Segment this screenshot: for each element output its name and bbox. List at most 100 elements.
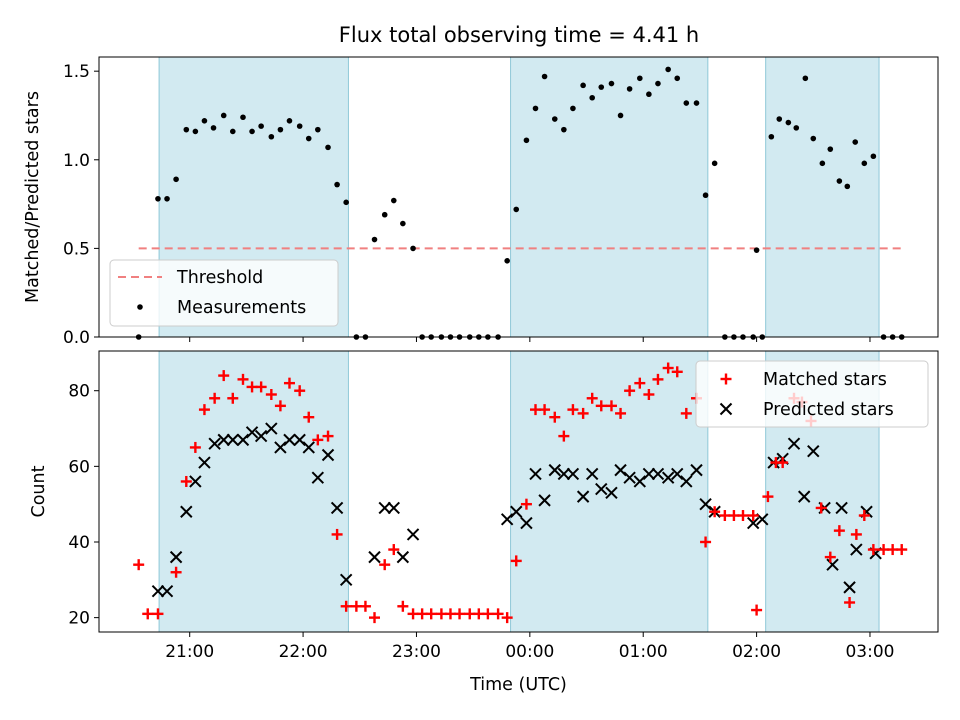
measurement-point <box>277 126 284 133</box>
x-tick-label: 03:00 <box>845 642 894 662</box>
top-legend: Threshold Measurements <box>109 259 339 327</box>
x-tick-label: 01:00 <box>619 642 668 662</box>
predicted-point <box>520 516 533 530</box>
predicted-point <box>661 471 675 484</box>
matched-point <box>624 385 636 397</box>
predicted-point <box>651 467 665 481</box>
matched-point <box>896 544 908 556</box>
measurement-point <box>343 199 349 206</box>
measurement-point <box>201 117 208 124</box>
measurement-point <box>608 80 615 87</box>
matched-point <box>595 400 607 412</box>
predicted-point <box>642 467 656 481</box>
x-axis-label: Time (UTC) <box>469 675 567 695</box>
measurement-point <box>793 125 800 131</box>
measurement-point <box>249 128 255 135</box>
x-tick-label: 21:00 <box>165 642 214 662</box>
measurement-point <box>258 123 264 129</box>
predicted-point <box>843 581 856 594</box>
matched-point <box>227 392 239 404</box>
measurement-point <box>870 153 877 160</box>
predicted-point <box>633 475 647 488</box>
predicted-point <box>807 445 820 458</box>
predicted-point <box>293 433 306 447</box>
legend-predicted-swatch <box>719 402 733 416</box>
measurement-point <box>541 73 548 80</box>
measurement-point <box>802 75 809 82</box>
predicted-point <box>245 426 259 439</box>
measurement-point <box>665 66 671 73</box>
matched-point <box>369 612 381 624</box>
matched-point <box>700 536 712 548</box>
legend-matched-swatch <box>720 373 732 385</box>
predicted-point <box>510 505 523 518</box>
matched-point <box>520 498 532 510</box>
measurement-point <box>570 105 576 112</box>
bottom-axes-frame <box>98 350 939 633</box>
matched-point <box>737 510 749 522</box>
matched-point <box>815 502 827 514</box>
predicted-point <box>169 550 183 564</box>
predicted-point <box>529 467 542 481</box>
predicted-point <box>151 584 165 598</box>
predicted-point <box>595 482 608 496</box>
top-panel: 0.0 0.5 1.0 1.5 Matched/Predicted stars Thres… <box>23 56 939 348</box>
matched-point <box>237 373 249 385</box>
measurement-point <box>852 139 859 145</box>
matched-point <box>340 600 352 612</box>
measurement-point <box>561 126 567 133</box>
matched-point <box>501 612 513 624</box>
predicted-point <box>378 501 391 515</box>
matched-point <box>331 528 343 540</box>
measurement-point <box>305 135 312 142</box>
predicted-point <box>850 543 863 556</box>
matched-point <box>747 510 759 522</box>
measurement-point <box>229 128 236 135</box>
y-tick-label: 20 <box>68 609 90 629</box>
matched-point <box>303 411 315 423</box>
predicted-point <box>180 505 193 518</box>
legend-box <box>109 259 339 327</box>
predicted-point <box>787 437 801 450</box>
matched-point <box>643 388 655 400</box>
matched-point <box>577 407 589 419</box>
measurement-point <box>693 100 700 106</box>
y-tick-label: 60 <box>68 457 90 477</box>
predicted-point <box>396 550 410 564</box>
predicted-point <box>265 422 278 435</box>
predicted-point <box>339 573 353 587</box>
measurement-point <box>410 245 416 252</box>
matched-point <box>615 407 627 419</box>
measurement-point <box>371 236 378 243</box>
matched-point <box>858 510 870 522</box>
matched-point <box>283 377 295 389</box>
measurement-point <box>155 195 161 202</box>
measurement-point <box>646 91 652 98</box>
matched-point <box>634 377 646 389</box>
matched-point <box>425 608 437 620</box>
measurement-point <box>523 137 530 144</box>
matched-point <box>189 441 201 453</box>
predicted-point <box>566 467 580 481</box>
measurement-point <box>674 75 681 82</box>
matched-point <box>558 430 570 442</box>
measurement-point <box>836 178 843 184</box>
measurement-point <box>753 247 760 253</box>
predicted-point <box>671 467 684 481</box>
matched-point <box>133 559 145 571</box>
matched-point <box>397 600 409 612</box>
matched-point <box>751 604 763 616</box>
predicted-point <box>538 494 551 507</box>
matched-point <box>492 608 504 620</box>
measurement-point <box>504 257 510 264</box>
predicted-point <box>198 456 211 469</box>
x-tick-label: 02:00 <box>732 642 781 662</box>
measurement-point <box>183 126 190 133</box>
matched-point <box>482 608 494 620</box>
measurement-point <box>268 133 275 140</box>
predicted-point <box>826 558 839 571</box>
measurement-point <box>617 112 624 119</box>
predicted-point <box>217 433 230 447</box>
predicted-point <box>274 441 287 454</box>
measurement-point <box>711 160 718 167</box>
